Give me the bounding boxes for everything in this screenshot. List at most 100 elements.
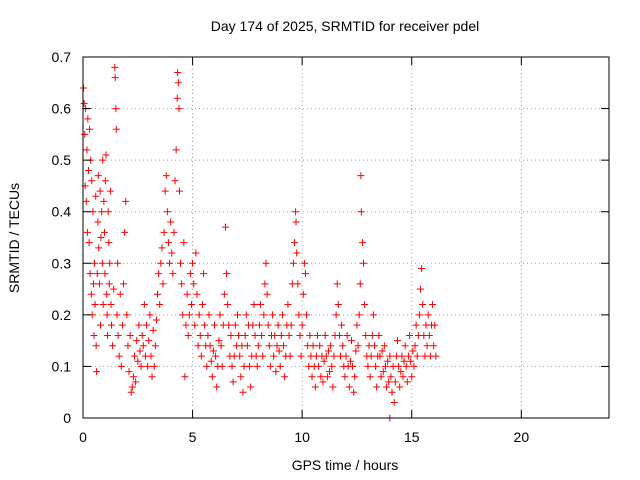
data-point [221,223,229,231]
data-point [106,259,114,267]
data-point [98,208,106,216]
data-point [103,311,111,319]
data-point [160,228,168,236]
data-point [261,280,269,288]
data-point [81,130,89,138]
data-point [109,342,117,350]
data-point [342,352,350,360]
data-point [162,172,170,180]
data-point [143,321,151,329]
data-point [235,331,243,339]
data-point [432,352,440,360]
data-point [407,357,415,365]
data-point [223,270,231,278]
data-point [341,373,349,381]
chart-title: Day 174 of 2025, SRMTID for receiver pde… [211,18,479,34]
data-point [83,146,91,154]
data-point [94,172,102,180]
data-point [145,337,153,345]
data-point [284,301,292,309]
data-point [168,249,176,257]
data-point [112,125,120,133]
x-axis-label: GPS time / hours [292,457,399,473]
data-point [370,342,378,350]
data-point [252,352,260,360]
data-point [237,373,245,381]
data-point [215,337,223,345]
data-point [346,357,354,365]
data-point [419,301,427,309]
data-point [212,352,220,360]
data-point [300,259,308,267]
data-point [177,259,185,267]
data-point [93,270,101,278]
data-point [332,311,340,319]
data-point [384,357,392,365]
data-point [180,239,188,247]
data-point [379,368,387,376]
data-point [97,321,105,329]
grid-lines [83,57,609,418]
data-point [353,321,361,329]
data-point [228,362,236,370]
data-point [297,352,305,360]
data-point [96,187,104,195]
data-point [285,331,293,339]
data-point [306,331,314,339]
y-tick-label: 0.5 [52,152,72,168]
data-point [217,342,225,350]
data-point [189,259,197,267]
data-point [356,280,364,288]
data-point [258,331,266,339]
data-point [126,331,134,339]
data-point [431,321,439,329]
data-point [111,63,119,71]
data-point [404,352,412,360]
data-point [174,68,182,76]
data-point [364,362,372,370]
data-point [324,347,332,355]
data-point [184,331,192,339]
data-point [127,388,135,396]
data-point [413,352,421,360]
y-axis-label: SRMTID / TECUs [6,183,22,293]
x-tick-label: 15 [404,429,420,445]
data-point [263,290,271,298]
data-point [334,301,342,309]
data-point [190,280,198,288]
data-point [204,331,212,339]
data-point [315,362,323,370]
data-point [317,373,325,381]
data-point [368,331,376,339]
data-point [329,383,337,391]
data-point [377,373,385,381]
data-point [373,383,381,391]
data-point [134,357,142,365]
data-point [102,151,110,159]
data-point [424,311,432,319]
data-point [320,357,328,365]
data-point [411,342,419,350]
data-point [231,321,239,329]
data-point [100,197,108,205]
data-point [110,285,118,293]
data-point [311,383,319,391]
data-point [103,290,111,298]
x-tick-label: 20 [514,429,530,445]
data-point [158,244,166,252]
data-point [131,352,139,360]
data-point [208,373,216,381]
data-point [194,342,202,350]
data-point [292,208,300,216]
data-point [294,280,302,288]
data-point [105,239,113,247]
data-point [90,331,98,339]
data-point [355,311,363,319]
data-point [380,342,388,350]
data-point [154,290,162,298]
data-point [410,362,418,370]
data-points [79,63,440,422]
data-point [243,342,251,350]
data-point [86,125,94,133]
